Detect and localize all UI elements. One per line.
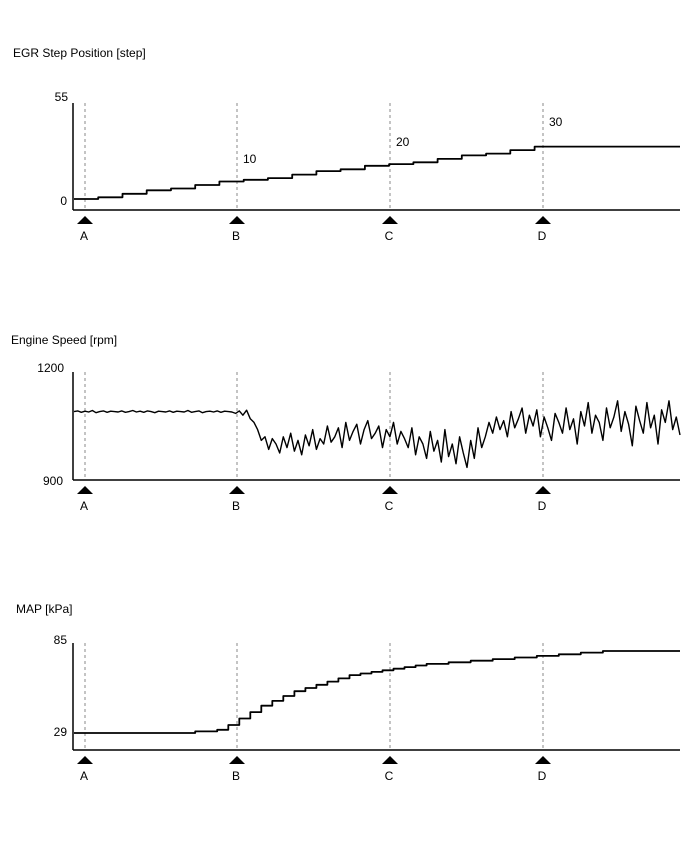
marker-label-d: D bbox=[538, 499, 547, 513]
value-annotation: 20 bbox=[396, 135, 410, 149]
y-tick-max: 85 bbox=[54, 633, 68, 647]
engine-speed-panel: Engine Speed [rpm] 1200 900 A B C D bbox=[11, 333, 681, 513]
y-tick-max: 55 bbox=[55, 90, 69, 104]
marker-label-c: C bbox=[385, 499, 394, 513]
marker-triangle-c bbox=[382, 756, 398, 764]
y-tick-min: 900 bbox=[43, 474, 63, 488]
marker-label-a: A bbox=[80, 499, 88, 513]
engine-speed-line bbox=[73, 400, 681, 469]
marker-triangle-d bbox=[535, 216, 551, 224]
chart-title: EGR Step Position [step] bbox=[13, 46, 146, 60]
annotation-group: 10 20 30 bbox=[243, 115, 563, 166]
marker-triangle-d bbox=[535, 756, 551, 764]
value-annotation: 30 bbox=[549, 115, 563, 129]
marker-group: A B C D bbox=[77, 372, 551, 513]
marker-label-c: C bbox=[385, 769, 394, 783]
marker-label-d: D bbox=[538, 769, 547, 783]
chart-title: Engine Speed [rpm] bbox=[11, 333, 117, 347]
marker-triangle-b bbox=[229, 216, 245, 224]
marker-label-d: D bbox=[538, 229, 547, 243]
marker-triangle-a bbox=[77, 486, 93, 494]
value-annotation: 10 bbox=[243, 152, 257, 166]
marker-triangle-a bbox=[77, 216, 93, 224]
marker-triangle-c bbox=[382, 486, 398, 494]
marker-label-b: B bbox=[232, 229, 240, 243]
marker-label-b: B bbox=[232, 499, 240, 513]
marker-label-b: B bbox=[232, 769, 240, 783]
y-tick-min: 29 bbox=[54, 725, 68, 739]
marker-triangle-d bbox=[535, 486, 551, 494]
marker-group: A B C D bbox=[77, 643, 551, 783]
marker-label-a: A bbox=[80, 769, 88, 783]
map-panel: MAP [kPa] 85 29 A B C D bbox=[16, 602, 680, 783]
y-tick-min: 0 bbox=[60, 194, 67, 208]
y-tick-max: 1200 bbox=[37, 361, 64, 375]
chart-title: MAP [kPa] bbox=[16, 602, 72, 616]
marker-triangle-c bbox=[382, 216, 398, 224]
egr-step-line bbox=[74, 145, 680, 200]
marker-label-c: C bbox=[385, 229, 394, 243]
marker-triangle-b bbox=[229, 756, 245, 764]
egr-step-panel: EGR Step Position [step] 55 0 A B C D 10 20 3… bbox=[13, 46, 680, 243]
marker-group: A B C D bbox=[77, 103, 551, 243]
marker-triangle-b bbox=[229, 486, 245, 494]
marker-triangle-a bbox=[77, 756, 93, 764]
marker-label-a: A bbox=[80, 229, 88, 243]
map-line bbox=[74, 650, 680, 734]
